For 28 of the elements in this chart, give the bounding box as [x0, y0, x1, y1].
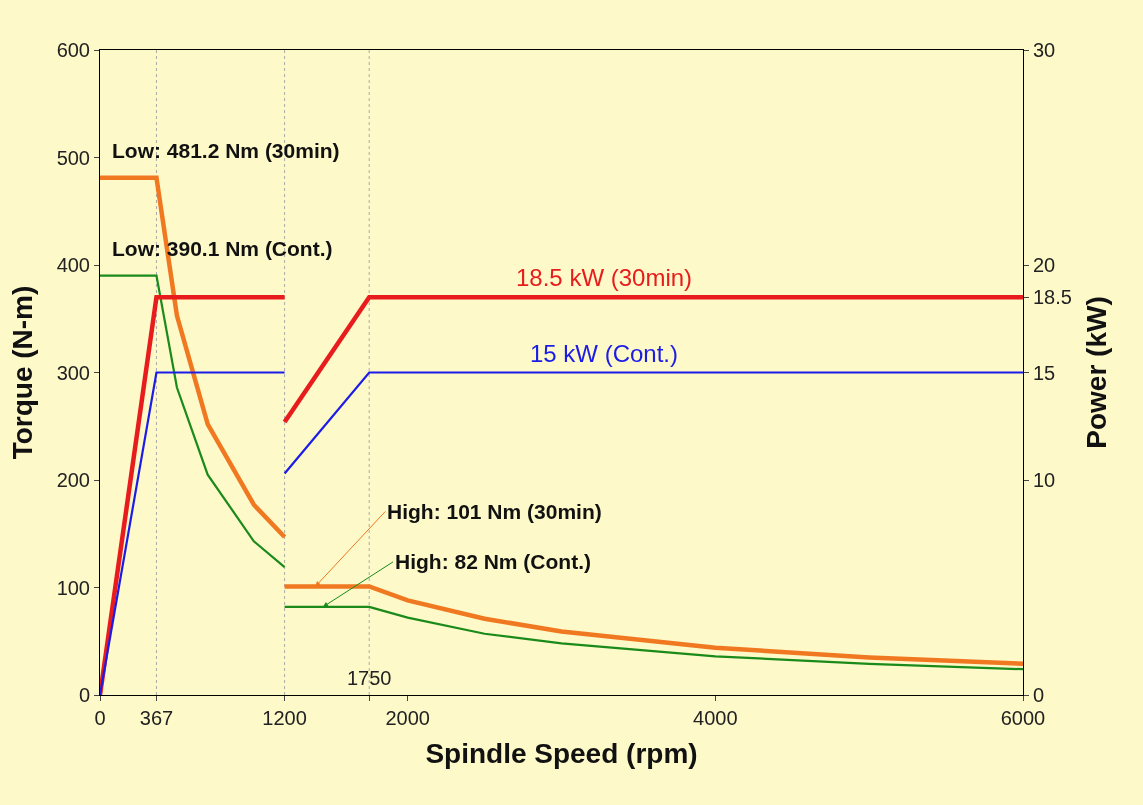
y-tick-label: 0: [78, 684, 90, 706]
x-tick-label: 367: [139, 707, 174, 729]
y-axis-title: Torque (N-m): [7, 285, 39, 460]
y2-tick-label: 15: [1033, 361, 1056, 384]
y-tick-label: 600: [56, 39, 90, 61]
series-label: 15 kW (Cont.): [530, 340, 679, 367]
y2-tick-label: 30: [1033, 39, 1056, 61]
x-tick-label: 6000: [1000, 707, 1046, 729]
x-tick-label: 4000: [693, 707, 738, 729]
x-tick-label: 0: [94, 707, 106, 729]
annotation: High: 101 Nm (30min): [387, 500, 602, 523]
y2-tick-label: 10: [1033, 469, 1056, 491]
y-tick-label: 200: [56, 469, 90, 491]
annotation: High: 82 Nm (Cont.): [395, 550, 591, 573]
y2-tick-label: 20: [1033, 254, 1056, 276]
x-tick-label: 1200: [262, 707, 307, 729]
y-tick-label: 400: [56, 254, 90, 276]
y-tick-label: 100: [56, 576, 90, 599]
annotation: 1750: [347, 667, 392, 689]
x-tick-label: 2000: [385, 707, 430, 729]
y-tick-label: 300: [56, 361, 90, 384]
y2-tick-label: 0: [1033, 684, 1045, 706]
x-axis-title: Spindle Speed (rpm): [425, 738, 698, 770]
y-tick-label: 500: [56, 146, 90, 169]
y2-axis-title: Power (kW): [1081, 296, 1113, 449]
y2-tick-label: 18.5: [1033, 286, 1072, 309]
series-label: 18.5 kW (30min): [516, 264, 693, 291]
annotation: Low: 481.2 Nm (30min): [112, 139, 340, 162]
